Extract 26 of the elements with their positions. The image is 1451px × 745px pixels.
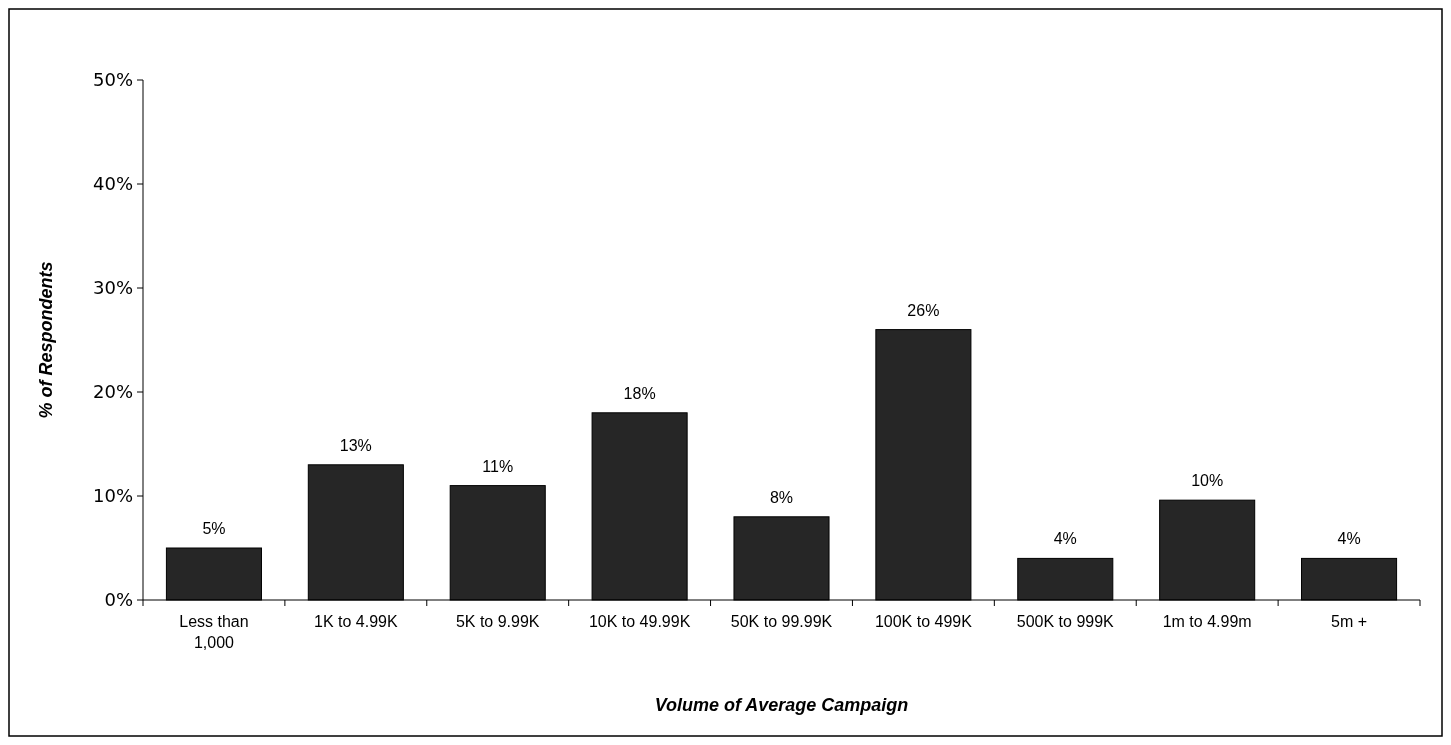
data-label: 10%	[1191, 472, 1224, 490]
y-tick-label: 20%	[92, 381, 133, 403]
data-label: 4%	[1053, 530, 1077, 548]
y-axis-title: % of Respondents	[36, 261, 56, 419]
y-tick-label: 30%	[92, 277, 133, 299]
data-label: 26%	[907, 301, 940, 319]
x-tick-label: 1K to 4.99K	[314, 613, 398, 630]
x-tick-label: 100K to 499K	[874, 613, 973, 630]
data-label: 5%	[202, 520, 226, 537]
y-tick-label: 40%	[92, 173, 133, 195]
data-label: 4%	[1337, 530, 1361, 548]
y-tick-label: 50%	[92, 69, 133, 91]
data-label: 18%	[623, 384, 656, 402]
x-tick-label: 10K to 49.99K	[588, 613, 691, 630]
x-axis-title: Volume of Average Campaign	[654, 695, 909, 715]
y-tick-label: 10%	[92, 485, 133, 507]
x-tick-label: 500K to 999K	[1016, 613, 1115, 630]
x-tick-label: 5K to 9.99K	[455, 613, 540, 630]
data-label: 8%	[769, 488, 794, 506]
x-tick-label: 50K to 99.99K	[730, 613, 833, 630]
data-label: 13%	[339, 436, 372, 454]
x-tick-label: 5m +	[1331, 613, 1368, 630]
data-label: 11%	[482, 457, 514, 475]
x-tick-label: 1m to 4.99m	[1162, 613, 1252, 630]
x-tick-label: Less than 1,000	[179, 613, 249, 651]
y-tick-label: 0%	[104, 589, 133, 611]
